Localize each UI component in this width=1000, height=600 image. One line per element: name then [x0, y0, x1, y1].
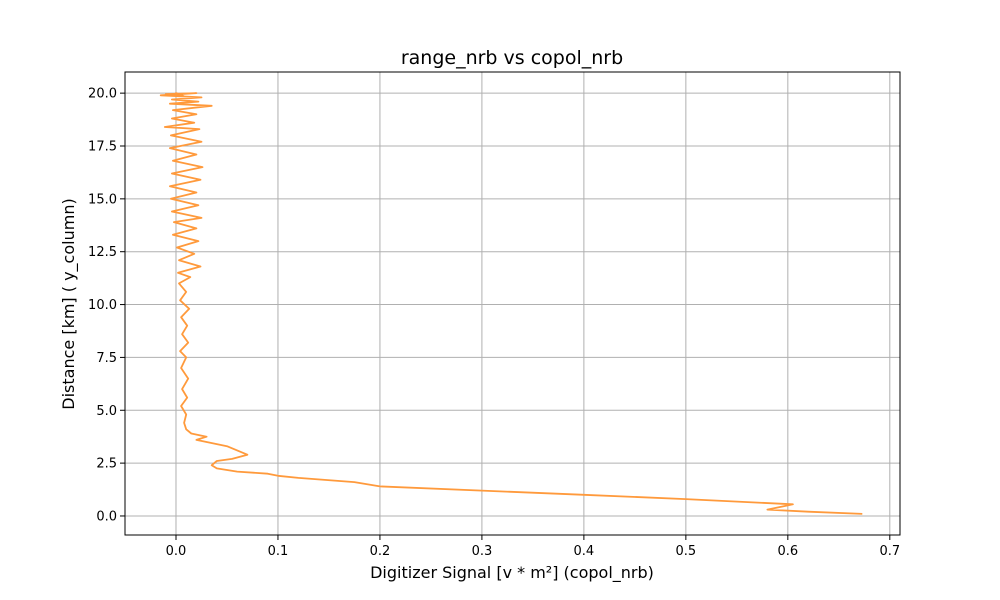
y-tick-label: 10.0 — [88, 298, 117, 313]
x-tick-label: 0.5 — [676, 544, 697, 559]
y-tick-label: 17.5 — [88, 139, 117, 154]
chart-title: range_nrb vs copol_nrb — [401, 47, 623, 69]
y-tick-label: 2.5 — [96, 457, 117, 472]
x-tick-label: 0.1 — [268, 544, 289, 559]
x-tick-label: 0.4 — [574, 544, 595, 559]
x-tick-label: 0.6 — [777, 544, 798, 559]
y-tick-label: 0.0 — [96, 509, 117, 524]
x-axis-label: Digitizer Signal [v * m²] (copol_nrb) — [370, 563, 654, 583]
x-tick-label: 0.0 — [166, 544, 187, 559]
y-axis-label: Distance [km] ( y_column) — [59, 198, 79, 409]
y-tick-label: 7.5 — [96, 351, 117, 366]
grid-layer — [125, 72, 900, 535]
plot-layer — [159, 92, 863, 515]
x-tick-label: 0.3 — [472, 544, 493, 559]
series-line — [159, 92, 863, 515]
y-tick-label: 5.0 — [96, 404, 117, 419]
y-tick-label: 20.0 — [88, 87, 117, 102]
x-tick-label: 0.7 — [879, 544, 900, 559]
ticks-layer: 0.0 0.1 0.2 0.3 0.4 0.5 0.6 0.7 0.0 2.5 5.0 7.5 10.0… — [88, 87, 900, 559]
x-tick-label: 0.2 — [370, 544, 391, 559]
plot-frame — [124, 71, 901, 536]
y-tick-label: 15.0 — [88, 192, 117, 207]
y-tick-label: 12.5 — [88, 245, 117, 260]
